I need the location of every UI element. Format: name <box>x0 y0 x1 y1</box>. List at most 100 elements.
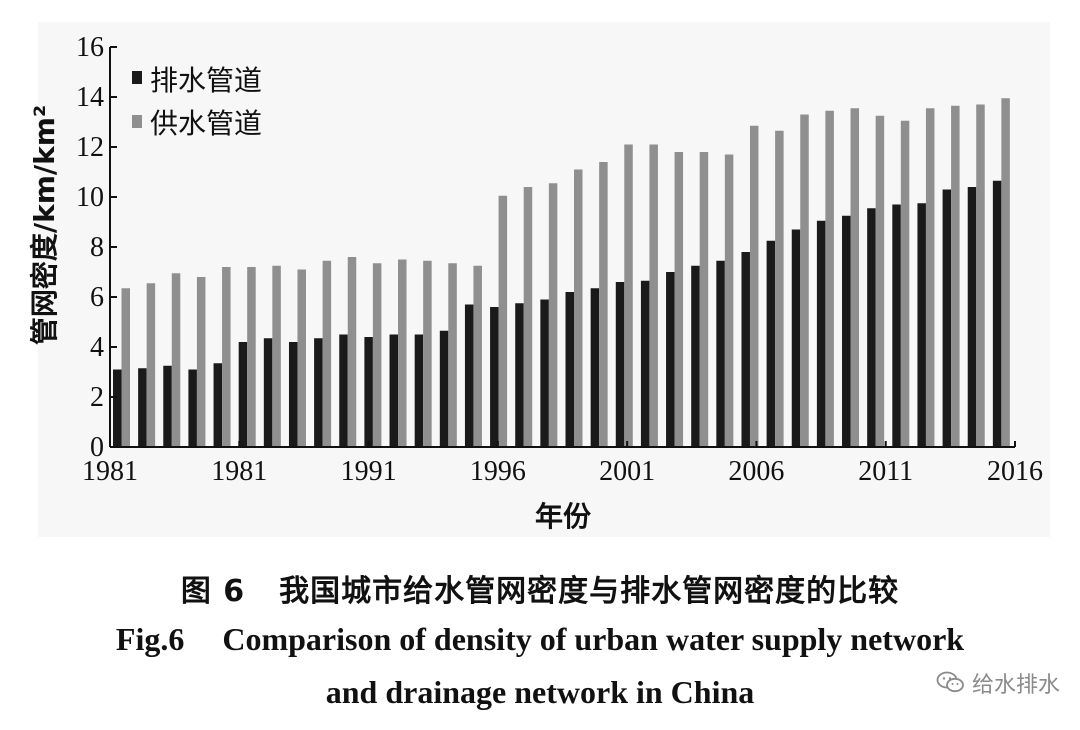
drainage-bar <box>565 292 574 447</box>
x-tick-label: 2011 <box>858 456 913 487</box>
supply-bar <box>800 114 809 447</box>
y-tick-label: 0 <box>90 432 104 463</box>
supply-bar <box>925 108 935 447</box>
x-axis-title: 年份 <box>535 500 591 533</box>
caption-chinese: 图 6 我国城市给水管网密度与排水管网密度的比较 <box>0 566 1080 610</box>
drainage-bar <box>213 363 223 447</box>
supply-bar <box>624 144 633 447</box>
legend: 排水管道 供水管道 <box>132 64 262 140</box>
y-tick-label: 6 <box>90 282 104 313</box>
drainage-bar <box>967 187 977 447</box>
legend-swatch-drainage <box>132 71 142 84</box>
legend-swatch-supply <box>132 115 142 128</box>
drainage-bar <box>640 280 650 447</box>
bars-group <box>113 98 1010 447</box>
drainage-bar <box>766 240 776 447</box>
supply-bar <box>473 265 482 447</box>
drainage-bar <box>364 337 373 447</box>
caption-english-line1: Fig.6 Comparison of density of urban wate… <box>0 621 1080 658</box>
supply-bar <box>900 120 910 447</box>
x-tick-label: 1981 <box>211 456 267 487</box>
drainage-bar <box>615 282 625 447</box>
drainage-bar <box>992 180 1002 447</box>
drainage-bar <box>389 334 399 447</box>
drainage-bar <box>515 303 524 447</box>
supply-bar <box>825 110 834 447</box>
bar-chart: 0 2 4 6 8 10 12 14 16 1981 1981 1991 1996 2001 2006 20… <box>28 32 1043 533</box>
supply-bar <box>548 183 558 447</box>
supply-bar <box>775 130 784 447</box>
supply-bar <box>347 257 357 447</box>
caption-cn-figure-number: 图 6 <box>180 574 246 609</box>
supply-bar <box>699 152 709 447</box>
x-tick-labels: 1981 1981 1991 1996 2001 2006 2011 2016 <box>82 456 1043 487</box>
x-tick-label: 2001 <box>599 456 655 487</box>
supply-bar <box>146 283 156 447</box>
caption-english-line2: and drainage network in China <box>325 674 755 710</box>
supply-bar <box>574 169 583 447</box>
y-tick-label: 12 <box>76 132 104 163</box>
drainage-bar <box>892 204 901 447</box>
drainage-bar <box>238 342 248 447</box>
y-tick-label: 14 <box>76 82 104 113</box>
y-tick-labels: 0 2 4 6 8 10 12 14 16 <box>76 32 104 463</box>
supply-bar <box>850 108 860 447</box>
drainage-bar <box>188 369 197 447</box>
supply-bar <box>247 267 256 447</box>
drainage-bar <box>414 334 424 447</box>
drainage-bar <box>942 189 952 447</box>
drainage-bar <box>339 334 348 447</box>
drainage-bar <box>288 342 298 447</box>
drainage-bar <box>716 260 725 447</box>
supply-bar <box>297 269 306 447</box>
x-tick-label: 1996 <box>470 456 526 487</box>
x-tick-label: 2016 <box>987 456 1043 487</box>
supply-bar <box>649 144 658 447</box>
legend-label-supply: 供水管道 <box>150 107 262 140</box>
supply-bar <box>749 125 759 447</box>
watermark-text: 给水排水 <box>971 673 1060 698</box>
drainage-bar <box>791 229 801 447</box>
watermark: 给水排水 <box>936 667 1060 699</box>
drainage-bar <box>439 330 449 447</box>
supply-bar <box>322 260 332 447</box>
drainage-bar <box>816 220 826 447</box>
drainage-bar <box>741 252 750 447</box>
caption-cn-text: 我国城市给水管网密度与排水管网密度的比较 <box>279 574 900 609</box>
y-tick-label: 4 <box>90 332 104 363</box>
supply-bar <box>523 187 533 447</box>
supply-bar <box>398 259 407 447</box>
caption-en-text-line1: Comparison of density of urban water sup… <box>222 621 965 657</box>
y-tick-label: 8 <box>90 232 104 263</box>
drainage-bar <box>691 265 700 447</box>
supply-bar <box>222 267 231 447</box>
y-tick-label: 2 <box>90 382 104 413</box>
drainage-bar <box>490 307 499 447</box>
drainage-bar <box>842 215 851 447</box>
supply-bar <box>875 115 885 447</box>
drainage-bar <box>314 338 323 447</box>
drainage-bar <box>113 369 122 447</box>
legend-label-drainage: 排水管道 <box>150 64 262 97</box>
drainage-bar <box>590 288 600 447</box>
supply-bar <box>372 263 382 447</box>
supply-bar <box>196 277 206 447</box>
drainage-bar <box>867 208 876 447</box>
axes-group <box>109 46 1016 448</box>
wechat-icon <box>936 671 964 693</box>
supply-bar <box>448 263 457 447</box>
drainage-bar <box>163 365 172 447</box>
supply-bar <box>272 265 281 447</box>
supply-bar <box>951 105 960 447</box>
supply-bar <box>423 260 432 447</box>
drainage-bar <box>540 299 549 447</box>
x-tick-label: 2006 <box>728 456 784 487</box>
supply-bar <box>674 152 684 447</box>
supply-bar <box>1001 98 1010 447</box>
caption-en-figure-number: Fig.6 <box>115 621 185 657</box>
supply-bar <box>976 104 985 447</box>
y-tick-label: 10 <box>76 182 104 213</box>
supply-bar <box>724 154 734 447</box>
supply-bar <box>498 195 508 447</box>
supply-bar <box>121 288 130 447</box>
